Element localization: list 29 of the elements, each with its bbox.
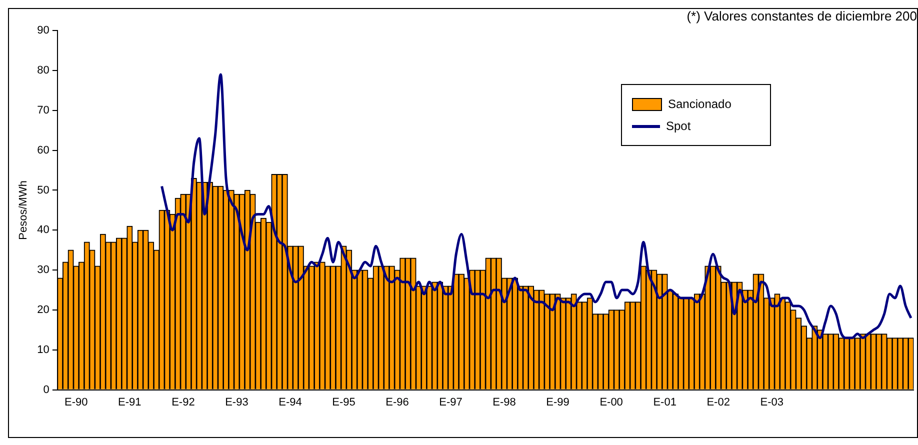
chart-title: (*) Valores constantes de diciembre 200 bbox=[686, 8, 917, 24]
y-axis-title: Pesos/MWh bbox=[18, 180, 30, 240]
x-tick-label: E-03 bbox=[760, 396, 784, 408]
legend-label: Sancionado bbox=[668, 97, 732, 111]
x-tick-label: E-94 bbox=[278, 396, 302, 408]
x-tick-label: E-02 bbox=[706, 396, 730, 408]
x-tick-label: E-00 bbox=[600, 396, 623, 408]
y-tick-label: 40 bbox=[37, 224, 50, 236]
x-tick-label: E-98 bbox=[492, 396, 516, 408]
legend-label: Spot bbox=[666, 119, 691, 133]
x-tick-label: E-91 bbox=[118, 396, 142, 408]
y-tick-label: 80 bbox=[37, 64, 50, 77]
y-tick-label: 10 bbox=[37, 344, 50, 356]
y-tick-label: 50 bbox=[37, 184, 50, 196]
x-tick-label: E-01 bbox=[653, 396, 676, 408]
y-tick-label: 20 bbox=[37, 304, 50, 316]
y-tick-label: 70 bbox=[37, 104, 50, 116]
x-tick-label: E-95 bbox=[332, 396, 356, 408]
x-tick-label: E-92 bbox=[172, 396, 195, 408]
x-tick-label: E-93 bbox=[225, 396, 248, 408]
y-tick-label: 60 bbox=[37, 144, 50, 156]
x-tick-label: E-97 bbox=[439, 396, 462, 408]
x-tick-label: E-99 bbox=[546, 396, 570, 408]
x-tick-label: E-96 bbox=[386, 396, 409, 408]
y-tick-label: 0 bbox=[43, 384, 50, 396]
y-tick-label: 90 bbox=[37, 24, 50, 37]
x-tick-label: E-90 bbox=[64, 396, 88, 408]
y-tick-label: 30 bbox=[37, 264, 50, 276]
line-series bbox=[160, 73, 912, 340]
